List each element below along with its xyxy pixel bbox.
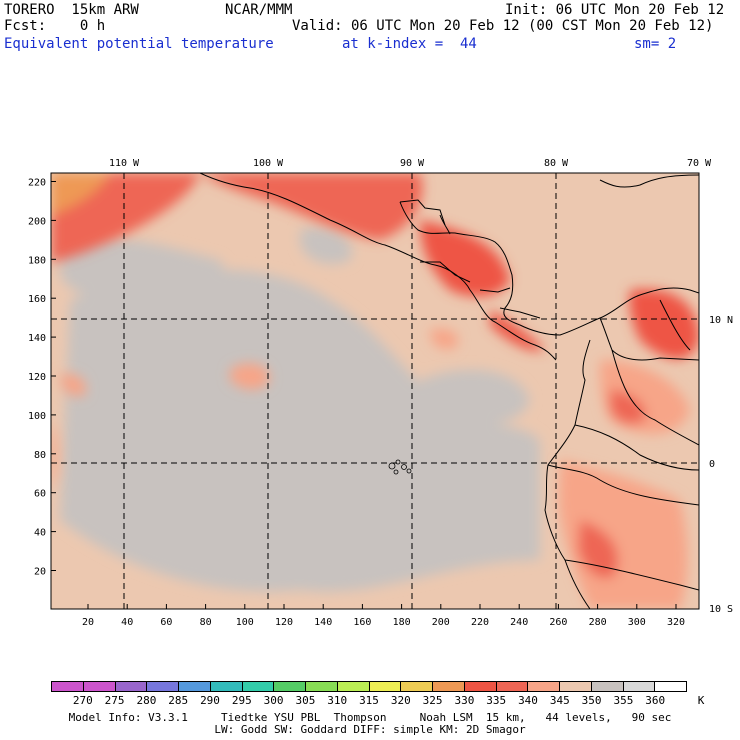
field-name: Equivalent potential temperature [4,36,274,52]
valid-time: Valid: 06 UTC Mon 20 Feb 12 (00 CST Mon … [292,18,714,34]
x-tick-label: 220 [471,617,489,628]
colorbar-level-label: 315 [359,694,379,707]
organization: NCAR/MMM [225,2,293,18]
x-tick-label: 160 [353,617,371,628]
x-axis: 20 40 60 80 100 120 140 160 180 200 220 240 260 280 30… [82,604,685,628]
x-tick-label: 40 [121,617,133,628]
colorbar-level-label: 275 [104,694,125,707]
colorbar-level-label: 360 [645,694,666,707]
colorbar-swatch [401,682,433,691]
colorbar-swatch [115,682,148,691]
x-tick-label: 120 [275,617,293,628]
coastlines [199,173,699,609]
colorbar-swatch [274,682,306,691]
y-tick-label: 180 [28,255,46,266]
colorbar-level-label: 300 [263,694,284,707]
colorbar-level-label: 295 [231,694,252,707]
galapagos-islands [388,459,412,475]
lat-label: 0 [709,459,715,470]
x-tick-label: 60 [160,617,172,628]
x-tick-label: 100 [236,617,254,628]
colorbar-level-label: 290 [200,694,220,707]
y-tick-label: 100 [28,411,46,422]
forecast-hour: Fcst: 0 h [4,18,106,34]
y-tick-label: 120 [28,372,46,383]
x-tick-label: 260 [549,617,567,628]
x-tick-label: 240 [510,617,528,628]
colorbar-swatch [433,682,465,691]
lon-label: 70 W [687,158,712,169]
colorbar-level-label: 330 [454,694,475,707]
y-axis: 220 200 180 160 140 120 100 80 60 40 20 [28,178,56,578]
lon-label: 100 W [253,158,284,169]
colorbar-swatch [52,682,84,691]
model-info: Model Info: V3.3.1 Tiedtke YSU PBL Thomp… [68,711,672,724]
y-tick-label: 140 [28,333,46,344]
lat-labels: 10 N 0 10 S [709,315,733,615]
colorbar-swatch [369,682,402,691]
colorbar-swatch [464,682,497,691]
init-time: Init: 06 UTC Mon 20 Feb 12 [505,2,725,18]
x-tick-label: 280 [589,617,607,628]
lon-label: 90 W [400,158,425,169]
x-tick-label: 20 [82,617,94,628]
colorbar-level-label: 310 [327,694,348,707]
x-tick-label: 320 [667,617,685,628]
graticule [51,173,699,609]
warm-regions [51,173,699,609]
lon-labels: 110 W 100 W 90 W 80 W 70 W [109,158,712,169]
lon-label: 80 W [544,158,569,169]
y-tick-label: 40 [34,528,46,539]
x-tick-label: 200 [432,617,450,628]
colorbar-level-label: 280 [136,694,157,707]
y-tick-label: 60 [34,489,46,500]
colorbar-level-label: 355 [613,694,634,707]
x-tick-label: 300 [628,617,646,628]
colorbar-swatch [179,682,211,691]
x-tick-label: 140 [314,617,332,628]
colorbar-level-label: 305 [295,694,316,707]
colorbar-swatch [560,682,592,691]
colorbar-level-label: 335 [486,694,507,707]
colorbar-swatch [591,682,624,691]
colorbar-swatch [528,682,560,691]
colorbar-swatch [147,682,179,691]
y-tick-label: 160 [28,294,46,305]
colorbar-level-label: 285 [168,694,189,707]
y-tick-label: 200 [28,216,46,227]
smoothing: sm= 2 [634,36,677,52]
map-field [51,173,699,609]
lat-label: 10 N [709,315,733,326]
colorbar-swatch [306,682,338,691]
colorbar-unit: K [697,694,705,707]
model-name: TORERO 15km ARW [4,2,139,18]
level-index: at k-index = 44 [342,36,477,52]
colorbar-swatch [210,682,243,691]
x-tick-label: 180 [393,617,411,628]
y-tick-label: 80 [34,450,46,461]
colorbar-level-label: 340 [518,694,538,707]
colorbar-level-label: 350 [581,694,602,707]
lon-label: 110 W [109,158,140,169]
colorbar-swatch [655,682,686,691]
physics-info: LW: Godd SW: Goddard DIFF: simple KM: 2D… [214,723,526,736]
colorbar-level-label: 320 [390,694,411,707]
y-tick-label: 20 [34,567,46,578]
colorbar-swatch [623,682,656,691]
colorbar-swatch [242,682,275,691]
lat-label: 10 S [709,604,733,615]
colorbar-swatch [496,682,529,691]
y-tick-label: 220 [28,178,46,189]
plot-frame [50,172,700,610]
colorbar-swatch [83,682,116,691]
colorbar-swatch [337,682,370,691]
colorbar-level-label: 345 [549,694,570,707]
colorbar-level-label: 325 [422,694,443,707]
x-tick-label: 80 [200,617,212,628]
colorbar-level-label: 270 [72,694,93,707]
colorbar [51,681,687,692]
